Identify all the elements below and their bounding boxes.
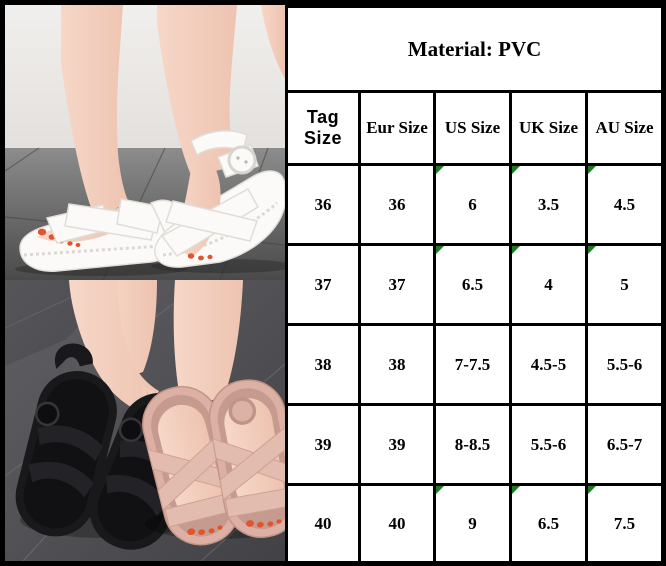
black-pink-sandals-photo xyxy=(5,280,285,561)
us-size-cell: 8-8.5 xyxy=(433,403,512,486)
tag-size-cell: 40 xyxy=(285,483,361,564)
col-header-tag-size: Tag Size xyxy=(285,90,361,166)
uk-size-cell: 4.5-5 xyxy=(509,323,588,406)
us-size-cell: 6 xyxy=(433,163,512,246)
tag-size-cell: 37 xyxy=(285,243,361,326)
error-flag-triangle xyxy=(588,246,596,254)
us-size-cell: 7-7.5 xyxy=(433,323,512,406)
material-header: Material: PVC xyxy=(284,5,665,93)
pink-sandal-pair xyxy=(142,379,285,546)
col-header-uk-size: UK Size xyxy=(509,90,588,166)
photo-column xyxy=(5,5,285,561)
error-flag-triangle xyxy=(436,486,444,494)
eur-size-cell: 39 xyxy=(358,403,436,486)
uk-size-cell: 6.5 xyxy=(509,483,588,564)
au-size-cell: 5.5-6 xyxy=(584,323,665,406)
eur-size-cell: 37 xyxy=(358,243,436,326)
tag-size-cell: 38 xyxy=(285,323,361,406)
column-header-row: Tag Size Eur Size US Size UK Size AU Siz… xyxy=(285,90,665,166)
eur-size-cell: 36 xyxy=(358,163,436,246)
uk-size-cell: 5.5-6 xyxy=(509,403,588,486)
tag-size-cell: 36 xyxy=(285,163,361,246)
round-buckle xyxy=(227,145,257,175)
size-row-36: 36 36 6 3.5 4.5 xyxy=(285,163,665,246)
error-flag-triangle xyxy=(512,246,520,254)
round-buckle xyxy=(228,397,257,425)
au-size-cell: 7.5 xyxy=(584,483,665,564)
error-flag-triangle xyxy=(436,246,444,254)
uk-size-cell: 3.5 xyxy=(509,163,588,246)
eur-size-cell: 38 xyxy=(358,323,436,406)
size-chart: Material: PVC Tag Size Eur Size US Size … xyxy=(284,5,665,564)
us-size-cell: 6.5 xyxy=(433,243,512,326)
uk-size-cell: 4 xyxy=(509,243,588,326)
col-header-au-size: AU Size xyxy=(584,90,665,166)
col-header-us-size: US Size xyxy=(433,90,512,166)
tag-size-cell: 39 xyxy=(285,403,361,486)
us-size-cell: 9 xyxy=(433,483,512,564)
au-size-cell: 6.5-7 xyxy=(584,403,665,486)
au-size-cell: 4.5 xyxy=(584,163,665,246)
error-flag-triangle xyxy=(436,166,444,174)
size-row-40: 40 40 9 6.5 7.5 xyxy=(285,483,665,564)
size-row-39: 39 39 8-8.5 5.5-6 6.5-7 xyxy=(285,403,665,486)
eur-size-cell: 40 xyxy=(358,483,436,564)
error-flag-triangle xyxy=(588,166,596,174)
white-sandal-right xyxy=(151,129,285,273)
col-header-eur-size: Eur Size xyxy=(358,90,436,166)
error-flag-triangle xyxy=(512,486,520,494)
wall-background xyxy=(5,5,285,148)
white-sandals-photo xyxy=(5,5,285,280)
au-size-cell: 5 xyxy=(584,243,665,326)
size-row-38: 38 38 7-7.5 4.5-5 5.5-6 xyxy=(285,323,665,406)
error-flag-triangle xyxy=(588,486,596,494)
white-sandal-left xyxy=(15,198,187,276)
size-row-37: 37 37 6.5 4 5 xyxy=(285,243,665,326)
error-flag-triangle xyxy=(512,166,520,174)
